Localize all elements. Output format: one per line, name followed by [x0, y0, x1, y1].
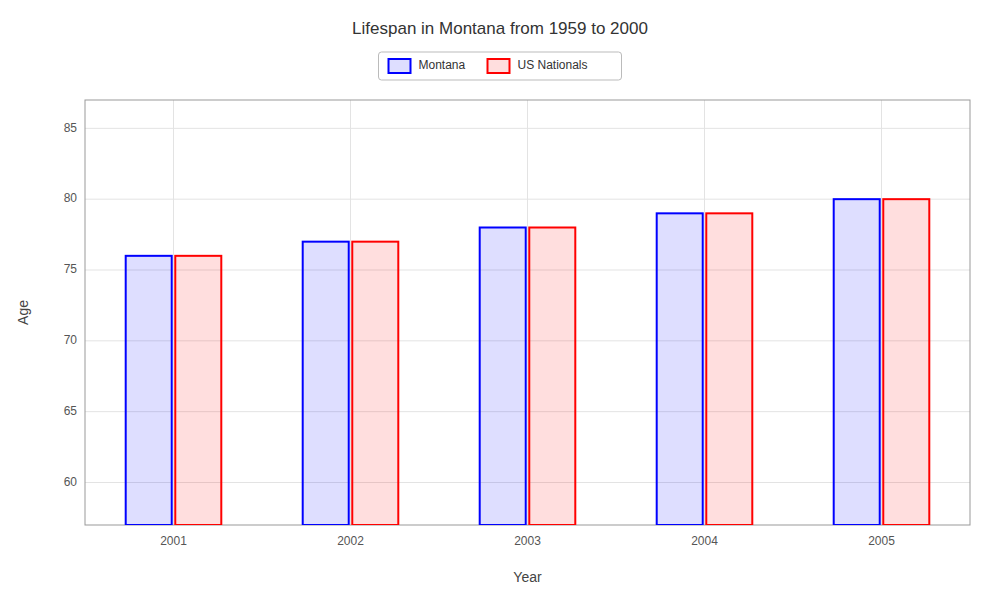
legend-swatch: [488, 59, 510, 73]
legend-label: Montana: [419, 58, 466, 72]
legend: Montana US Nationals: [379, 52, 622, 80]
axes: 60 65 70 75 80 85 2001 2002 2003 2004 2005: [64, 121, 896, 548]
y-tick-label: 80: [64, 191, 78, 205]
y-axis-label: Age: [15, 300, 31, 325]
legend-label: US Nationals: [518, 58, 588, 72]
x-tick-label: 2004: [691, 534, 718, 548]
bar: [303, 242, 349, 525]
x-grid-line: [173, 100, 174, 525]
plot-frame: [85, 100, 970, 525]
y-tick-label: 60: [64, 475, 78, 489]
x-grid-line: [704, 100, 705, 525]
bar: [175, 256, 221, 525]
x-tick-label: 2002: [337, 534, 364, 548]
x-tick-label: 2001: [160, 534, 187, 548]
x-tick-label: 2005: [868, 534, 895, 548]
bar: [657, 213, 703, 525]
x-grid-line: [881, 100, 882, 525]
y-tick-label: 70: [64, 333, 78, 347]
y-tick-label: 85: [64, 121, 78, 135]
x-axis-label: Year: [513, 569, 542, 585]
bar: [126, 256, 172, 525]
bars: [126, 199, 930, 525]
x-tick-label: 2003: [514, 534, 541, 548]
x-grid-line: [350, 100, 351, 525]
grid: [85, 100, 970, 525]
bar: [480, 228, 526, 526]
bar: [706, 213, 752, 525]
legend-swatch: [389, 59, 411, 73]
chart: 60 65 70 75 80 85 2001 2002 2003 2004 2005 Year Age L…: [0, 0, 1000, 600]
bar: [834, 199, 880, 525]
y-tick-label: 65: [64, 404, 78, 418]
x-grid-line: [527, 100, 528, 525]
bar: [883, 199, 929, 525]
y-tick-label: 75: [64, 262, 78, 276]
legend-box: [379, 52, 622, 80]
bar: [529, 228, 575, 526]
title: Lifespan in Montana from 1959 to 2000: [352, 19, 648, 38]
chart-container: 60 65 70 75 80 85 2001 2002 2003 2004 2005 Year Age L…: [0, 0, 1000, 600]
bar: [352, 242, 398, 525]
